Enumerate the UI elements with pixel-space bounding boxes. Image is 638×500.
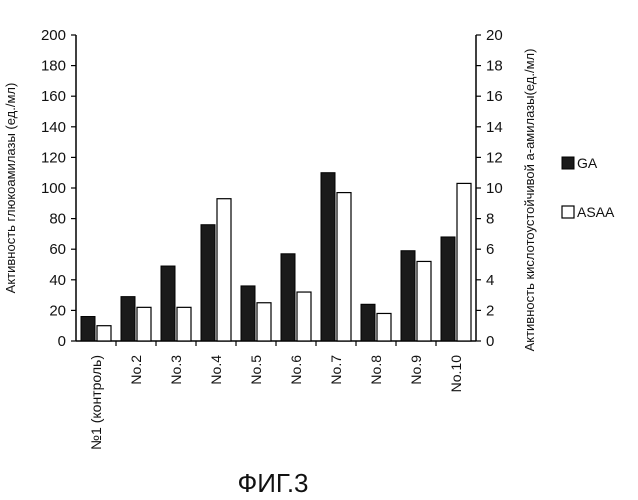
bar-ga xyxy=(361,304,375,341)
bar-asaa xyxy=(377,313,391,341)
right-tick-label: 12 xyxy=(486,149,503,166)
category-label: No.6 xyxy=(288,355,304,385)
bar-ga xyxy=(241,286,255,341)
left-tick-label: 40 xyxy=(49,272,66,289)
bar-asaa xyxy=(337,193,351,341)
bar-asaa xyxy=(137,307,151,341)
bar-ga xyxy=(201,225,215,341)
category-label: No.10 xyxy=(448,355,464,393)
bar-ga xyxy=(121,297,135,341)
left-tick-label: 100 xyxy=(41,180,66,197)
right-tick-label: 6 xyxy=(486,241,494,258)
category-label: No.9 xyxy=(408,355,424,385)
bar-asaa xyxy=(417,261,431,341)
bar-asaa xyxy=(177,307,191,341)
figure-caption: ФИГ.3 xyxy=(237,468,308,498)
left-tick-label: 120 xyxy=(41,149,66,166)
right-tick-label: 0 xyxy=(486,333,494,350)
right-axis-title: Активность кислотоустойчивой а-амилазы(е… xyxy=(522,49,537,352)
right-tick-label: 4 xyxy=(486,272,494,289)
left-axis-title: Активность глюкоамилазы (ед./мл) xyxy=(3,83,18,294)
right-tick-label: 8 xyxy=(486,211,494,228)
right-tick-label: 2 xyxy=(486,302,494,319)
legend-swatch-ga xyxy=(562,157,574,169)
bar-asaa xyxy=(257,303,271,341)
category-label: No.8 xyxy=(368,355,384,385)
category-label: No.2 xyxy=(128,355,144,385)
category-label: No.4 xyxy=(208,355,224,385)
bar-ga xyxy=(161,266,175,341)
left-tick-label: 80 xyxy=(49,211,66,228)
bar-asaa xyxy=(217,199,231,341)
left-tick-label: 140 xyxy=(41,119,66,136)
bar-ga xyxy=(321,173,335,341)
bar-asaa xyxy=(457,183,471,341)
legend-label-ga: GA xyxy=(577,155,598,171)
right-tick-label: 18 xyxy=(486,58,503,75)
left-tick-label: 20 xyxy=(49,302,66,319)
right-tick-label: 10 xyxy=(486,180,503,197)
legend-swatch-asaa xyxy=(562,206,574,218)
left-tick-label: 60 xyxy=(49,241,66,258)
category-label: No.5 xyxy=(248,355,264,385)
bar-asaa xyxy=(97,326,111,341)
left-tick-label: 160 xyxy=(41,88,66,105)
bar-ga xyxy=(281,254,295,341)
right-tick-label: 16 xyxy=(486,88,503,105)
bar-ga xyxy=(441,237,455,341)
right-tick-label: 20 xyxy=(486,27,503,44)
category-label: No.7 xyxy=(328,355,344,385)
left-tick-label: 0 xyxy=(58,333,66,350)
left-tick-label: 200 xyxy=(41,27,66,44)
right-tick-label: 14 xyxy=(486,119,503,136)
category-label: No.3 xyxy=(168,355,184,385)
left-tick-label: 180 xyxy=(41,58,66,75)
bar-chart: 0 20 40 60 80 100 120 140 160 180 200 0 2 4 6 8 10 12 14 16… xyxy=(0,0,638,500)
bar-ga xyxy=(401,251,415,341)
category-label: №1 (контроль) xyxy=(88,355,104,450)
bar-ga xyxy=(81,317,95,341)
bar-asaa xyxy=(297,292,311,341)
legend-label-asaa: ASAA xyxy=(577,204,615,220)
